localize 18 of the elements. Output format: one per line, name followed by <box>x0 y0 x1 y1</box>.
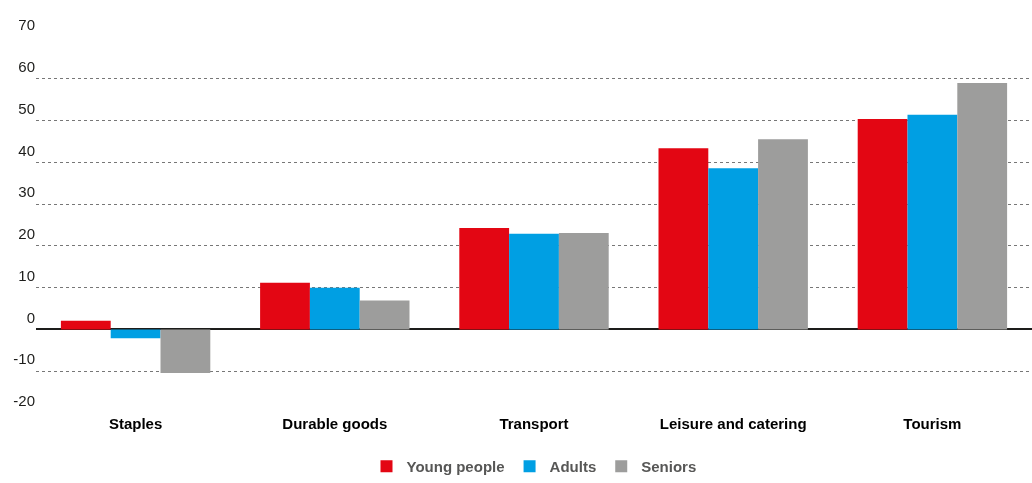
legend-label: Young people <box>406 458 505 476</box>
y-tick-label: 40 <box>18 141 35 159</box>
y-tick-label: 60 <box>18 58 35 76</box>
x-tick-label: Staples <box>108 415 163 432</box>
x-tick-label: Transport <box>499 415 569 432</box>
y-tick-label: -10 <box>13 350 35 368</box>
y-tick-label: -20 <box>13 392 35 410</box>
x-tick-label: Leisure and catering <box>659 415 807 432</box>
y-tick-label: 50 <box>18 99 35 117</box>
y-tick-label: 20 <box>18 225 35 243</box>
x-tick-label: Durable goods <box>282 415 388 432</box>
legend-label: Seniors <box>641 458 697 476</box>
legend-label: Adults <box>549 458 597 476</box>
y-tick-label: 0 <box>26 308 35 326</box>
y-tick-label: 30 <box>18 183 35 201</box>
y-tick-label: 10 <box>18 266 35 284</box>
y-tick-label: 70 <box>18 16 35 34</box>
x-tick-label: Tourism <box>903 415 962 432</box>
